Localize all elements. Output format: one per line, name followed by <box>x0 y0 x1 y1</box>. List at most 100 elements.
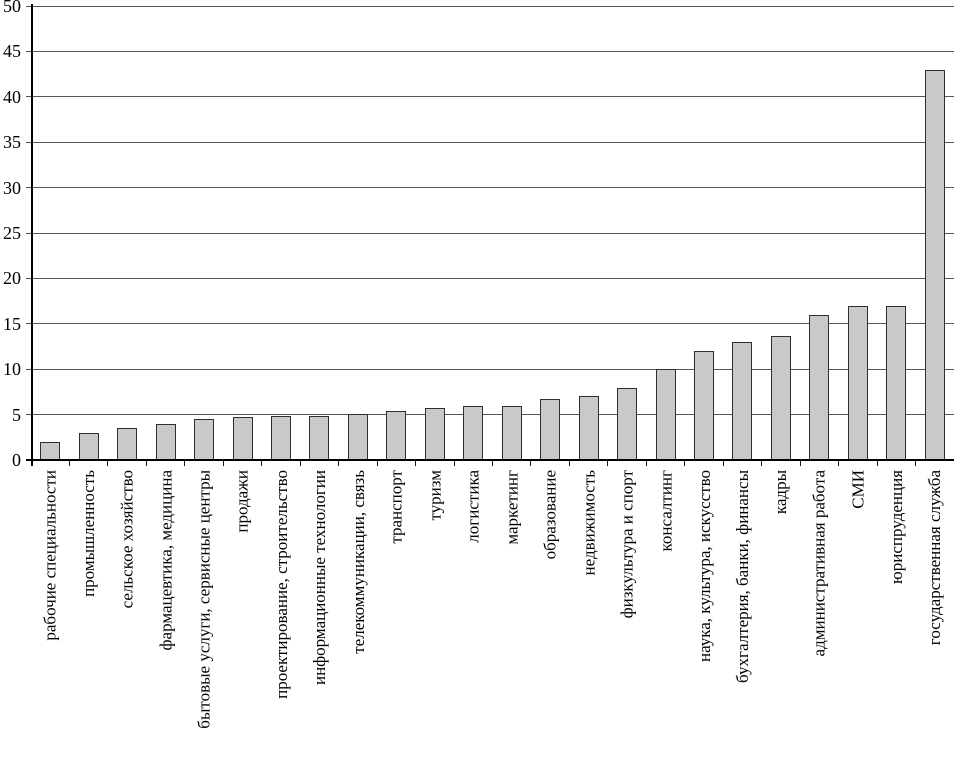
x-axis-label: логистика <box>463 470 483 543</box>
x-axis-tick <box>876 460 878 466</box>
x-axis-tick <box>261 460 263 466</box>
bar-13 <box>501 405 522 460</box>
x-axis-tick <box>568 460 570 466</box>
bar-22 <box>847 305 868 460</box>
bar-14 <box>540 399 561 460</box>
x-axis-tick <box>915 460 917 466</box>
gridline <box>26 414 954 416</box>
y-axis-tick-label: 25 <box>3 223 21 243</box>
y-axis-line <box>31 4 33 466</box>
x-axis-label: продажи <box>233 470 253 533</box>
x-axis-tick <box>299 460 301 466</box>
x-axis-tick <box>145 460 147 466</box>
gridline <box>26 232 954 234</box>
x-axis-label: СМИ <box>848 470 868 509</box>
x-axis-tick <box>761 460 763 466</box>
x-axis-label: телекоммуникации, связь <box>348 470 368 654</box>
bar-11 <box>424 408 445 460</box>
x-axis-line <box>26 459 954 461</box>
gridline <box>26 368 954 370</box>
bar-15 <box>578 396 599 460</box>
bar-18 <box>694 351 715 460</box>
x-axis-label: государственная служба <box>925 470 945 646</box>
x-axis-label: фармацевтика, медицина <box>156 470 176 651</box>
x-axis-label: проектирование, строительство <box>271 470 291 699</box>
gridline <box>26 96 954 98</box>
x-axis-tick <box>722 460 724 466</box>
x-axis-label: наука, культура, искусство <box>694 470 714 663</box>
x-axis-label: кадры <box>771 470 791 515</box>
x-axis-tick <box>799 460 801 466</box>
x-axis-tick <box>415 460 417 466</box>
x-axis-label: административная работа <box>809 470 829 657</box>
bars <box>31 6 954 460</box>
gridline <box>26 323 954 325</box>
bar-17 <box>655 369 676 460</box>
y-axis-tick-label: 40 <box>3 86 21 107</box>
x-axis-labels: рабочие специальности промышленность сельс… <box>31 469 954 762</box>
gridline <box>26 50 954 52</box>
plot-area <box>26 4 954 466</box>
bar-6 <box>232 417 253 460</box>
x-ticks <box>30 6 954 466</box>
x-axis-label: сельское хозяйство <box>117 470 137 609</box>
bar-3 <box>117 428 138 460</box>
bar-2 <box>78 432 99 460</box>
x-axis-label: юриспруденция <box>886 470 906 584</box>
bar-24 <box>924 69 945 460</box>
x-axis-tick <box>645 460 647 466</box>
x-axis-tick <box>222 460 224 466</box>
bar-4 <box>155 423 176 460</box>
y-axis-labels: 0 5 10 15 20 25 30 35 40 45 50 <box>0 0 21 470</box>
bar-1 <box>40 441 61 460</box>
x-axis-label: транспорт <box>386 470 406 544</box>
y-axis-tick-label: 20 <box>3 268 21 289</box>
x-axis-label: рабочие специальности <box>40 470 60 641</box>
gridline <box>26 187 954 189</box>
bar-16 <box>617 388 638 460</box>
bar-19 <box>732 341 753 460</box>
y-axis-tick-label: 5 <box>12 404 21 425</box>
x-axis-tick <box>68 460 70 466</box>
bar-23 <box>886 305 907 460</box>
x-axis-label: физкультура и спорт <box>617 470 637 619</box>
bar-9 <box>347 413 368 460</box>
x-axis-tick <box>607 460 609 466</box>
x-axis-label: туризм <box>425 470 445 521</box>
x-axis-label: бытовые услуги, сервисные центры <box>194 470 214 729</box>
gridlines <box>26 5 954 460</box>
y-axis-tick-label: 45 <box>3 41 21 62</box>
x-axis-tick <box>838 460 840 466</box>
bar-20 <box>770 335 791 460</box>
x-axis-label: недвижимость <box>579 470 599 576</box>
y-axis-tick-label: 50 <box>3 0 21 16</box>
y-axis-tick-label: 30 <box>3 177 21 198</box>
bar-8 <box>309 415 330 460</box>
x-axis-label: консалтинг <box>656 470 676 552</box>
x-axis-tick <box>684 460 686 466</box>
x-axis-tick <box>530 460 532 466</box>
gridline <box>26 141 954 143</box>
bar-7 <box>270 416 291 460</box>
x-axis-tick <box>376 460 378 466</box>
x-axis-label: маркетинг <box>502 470 522 545</box>
x-axis-tick <box>492 460 493 466</box>
bar-12 <box>463 406 484 460</box>
y-axis-tick-label: 0 <box>12 450 21 470</box>
x-axis-label: информационные технологии <box>309 470 329 686</box>
bar-21 <box>809 314 830 460</box>
y-axis-tick-label: 15 <box>3 313 21 334</box>
y-axis-tick-label: 35 <box>3 132 21 153</box>
bar-5 <box>194 419 215 460</box>
x-axis-label: промышленность <box>79 470 99 597</box>
x-axis-label: бухгалтерия, банки, финансы <box>732 470 752 684</box>
gridline <box>26 5 954 7</box>
y-axis-tick-label: 10 <box>3 359 21 380</box>
bar-10 <box>386 410 407 460</box>
x-axis-tick <box>453 460 455 466</box>
x-axis-tick <box>107 460 109 466</box>
x-axis-label: образование <box>540 470 560 560</box>
gridline <box>26 277 954 279</box>
x-axis-tick <box>338 460 340 466</box>
